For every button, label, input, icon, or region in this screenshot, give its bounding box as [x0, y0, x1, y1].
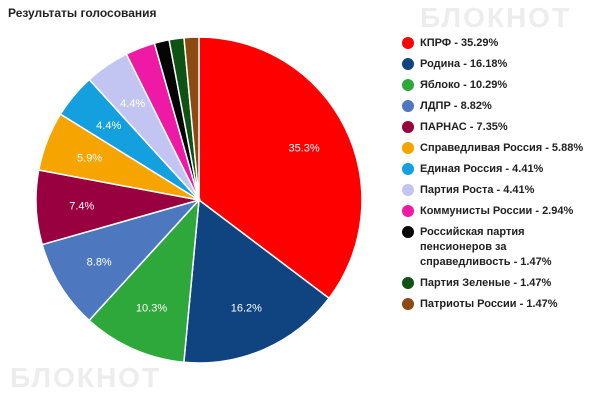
legend-label: Родина - 16.18%: [420, 58, 508, 70]
legend-label: КПРФ - 35.29%: [420, 37, 499, 49]
legend-item: КПРФ - 35.29%: [402, 36, 597, 51]
legend-item: ПАРНАС - 7.35%: [402, 120, 597, 135]
pie-slice: [88, 197, 200, 364]
pie-slice: [183, 198, 331, 364]
legend-item: Российская партия пенсионеров за справед…: [402, 225, 597, 270]
legend-item: Патриоты России - 1.47%: [402, 297, 597, 312]
legend-label: Яблоко - 10.29%: [420, 79, 508, 91]
watermark-top: БЛОКНОТ: [420, 2, 572, 33]
legend-label: Российская партия пенсионеров за справед…: [420, 226, 552, 268]
legend-label: ПАРНАС - 7.35%: [420, 121, 508, 133]
legend-item: Родина - 16.18%: [402, 57, 597, 72]
legend-color-dot: [402, 226, 414, 238]
legend-label: Партия Роста - 4.41%: [420, 184, 535, 196]
legend-item: Партия Роста - 4.41%: [402, 183, 597, 198]
legend-color-dot: [402, 277, 414, 289]
slice-data-label: 8.8%: [87, 257, 112, 269]
legend-label: Единая Россия - 4.41%: [420, 163, 544, 175]
watermark-bottom: БЛОКНОТ: [10, 362, 162, 393]
legend-color-dot: [402, 37, 414, 49]
slice-data-label: 35.3%: [288, 143, 319, 155]
legend-item: ЛДПР - 8.82%: [402, 99, 597, 114]
legend-color-dot: [402, 163, 414, 175]
legend-color-dot: [402, 121, 414, 133]
legend-color-dot: [402, 142, 414, 154]
legend-item: Коммунисты России - 2.94%: [402, 204, 597, 219]
legend-color-dot: [402, 100, 414, 112]
pie-chart: 35.3% 16.2% 10.3% 8.8% 7.4% 5.9% 4.4% 4.4%: [35, 36, 363, 364]
legend-color-dot: [402, 184, 414, 196]
slice-data-label: 7.4%: [69, 200, 94, 212]
chart-title: Результаты голосования: [8, 6, 157, 20]
legend-item: Яблоко - 10.29%: [402, 78, 597, 93]
slice-data-label: 10.3%: [136, 302, 167, 314]
legend-color-dot: [402, 79, 414, 91]
pie-slice: [198, 36, 363, 300]
chart-legend: КПРФ - 35.29% Родина - 16.18% Яблоко - 10.…: [402, 36, 597, 318]
slice-data-label: 4.4%: [96, 120, 121, 132]
legend-item: Справедливая Россия - 5.88%: [402, 141, 597, 156]
pie-slice: [183, 36, 200, 201]
legend-item: Партия Зеленые - 1.47%: [402, 276, 597, 291]
legend-item: Единая Россия - 4.41%: [402, 162, 597, 177]
legend-label: Партия Зеленые - 1.47%: [420, 277, 552, 289]
legend-color-dot: [402, 205, 414, 217]
legend-label: Коммунисты России - 2.94%: [420, 205, 574, 217]
pie-slice: [41, 198, 202, 322]
legend-color-dot: [402, 58, 414, 70]
slice-data-label: 16.2%: [231, 302, 262, 314]
slice-data-label: 4.4%: [120, 98, 145, 110]
legend-label: ЛДПР - 8.82%: [420, 100, 492, 112]
legend-label: Патриоты России - 1.47%: [420, 298, 558, 310]
legend-label: Справедливая Россия - 5.88%: [420, 142, 584, 154]
legend-color-dot: [402, 298, 414, 310]
slice-data-label: 5.9%: [77, 153, 102, 165]
